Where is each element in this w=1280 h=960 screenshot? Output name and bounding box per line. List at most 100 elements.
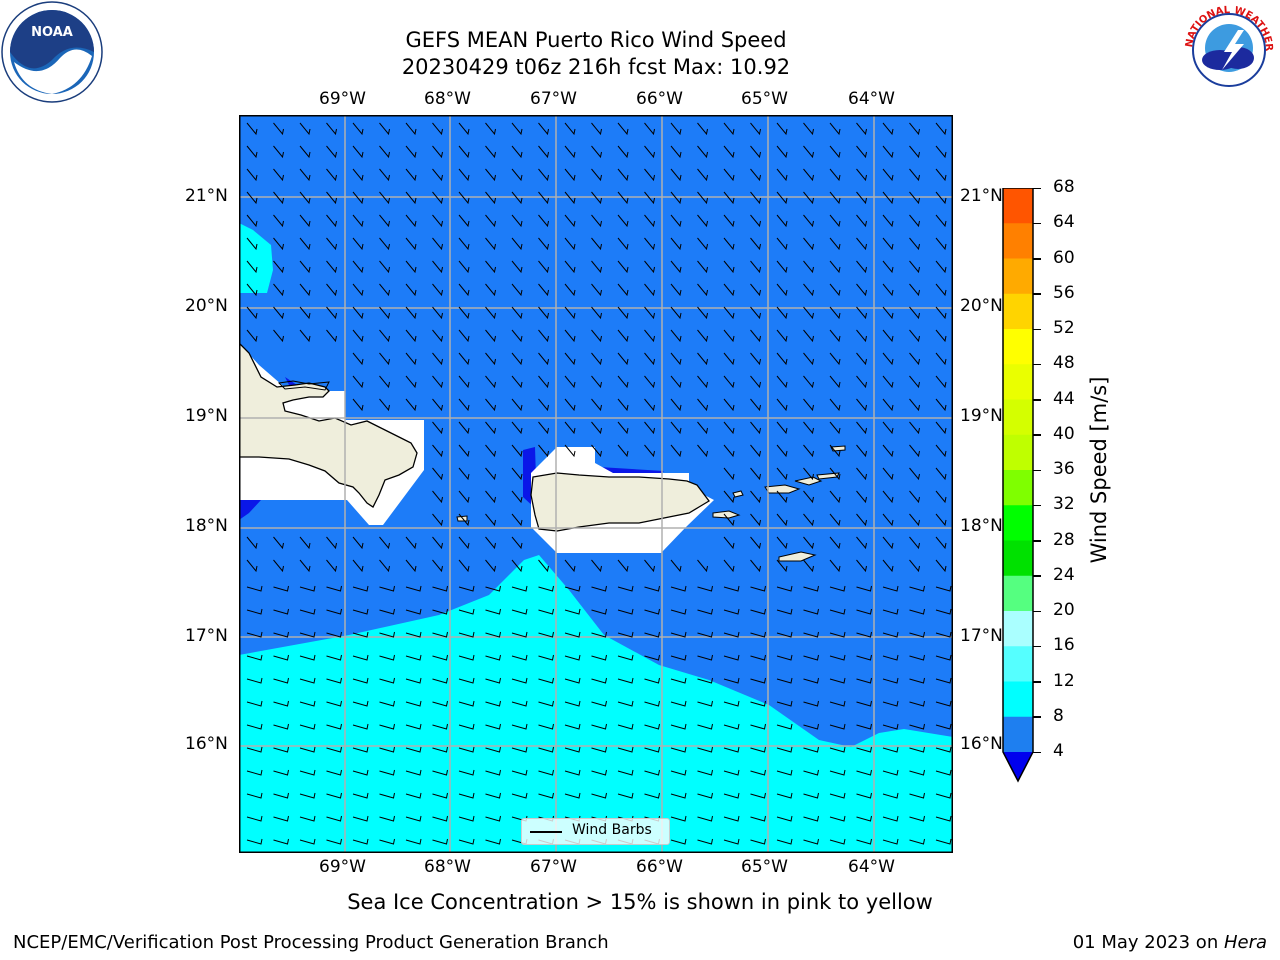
- wind-barb-icon: [352, 769, 369, 776]
- wind-barb-icon: [564, 214, 576, 228]
- wind-barb-icon: [432, 283, 443, 297]
- colorbar-tick-mark: [1033, 293, 1041, 295]
- wind-barb-icon: [750, 815, 766, 822]
- wind-barb-icon: [750, 260, 761, 274]
- wind-barb-icon: [644, 421, 655, 435]
- wind-barb-icon: [935, 398, 947, 412]
- wind-barb-icon: [803, 122, 814, 136]
- wind-barb-icon: [405, 838, 422, 845]
- wind-barb-icon: [723, 375, 735, 389]
- wind-barb-icon: [564, 746, 581, 753]
- colorbar-tick-label: 44: [1053, 388, 1075, 409]
- wind-barb-icon: [485, 375, 496, 389]
- wind-barb-icon: [379, 631, 395, 638]
- wind-barb-icon: [299, 838, 316, 845]
- wind-barb-icon: [458, 237, 470, 251]
- wind-barb-icon: [856, 283, 867, 297]
- wind-barb-icon: [909, 585, 925, 592]
- wind-barb-icon: [644, 191, 655, 205]
- wind-barb-icon: [564, 585, 581, 592]
- wind-barb-icon: [935, 792, 952, 799]
- wind-barb-icon: [299, 237, 311, 251]
- wind-barb-icon: [803, 746, 819, 753]
- wind-barb-icon: [670, 631, 687, 638]
- wind-barb-icon: [326, 214, 337, 228]
- wind-barb-icon: [776, 260, 788, 274]
- wind-barb-icon: [458, 746, 475, 753]
- wind-barb-icon: [803, 585, 819, 592]
- colorbar-tick-mark: [1033, 363, 1041, 366]
- wind-barb-icon: [882, 444, 894, 458]
- wind-barb-icon: [856, 214, 867, 228]
- wind-barb-icon: [909, 237, 920, 251]
- wind-barb-icon: [246, 723, 263, 730]
- wind-barb-icon: [803, 700, 819, 707]
- wind-barb-icon: [644, 375, 655, 389]
- colorbar-band: [1003, 399, 1033, 436]
- wind-barb-icon: [273, 769, 289, 776]
- wind-barb-icon: [882, 191, 894, 205]
- wind-barb-icon: [829, 283, 841, 297]
- wind-barb-icon: [697, 631, 713, 638]
- lon-label-bottom: 64°W: [848, 857, 895, 877]
- colorbar-tick-mark: [1033, 575, 1041, 577]
- wind-barb-icon: [803, 792, 819, 799]
- wind-barb-icon: [909, 145, 920, 159]
- wind-barb-icon: [909, 513, 920, 527]
- wind-barb-icon: [909, 214, 920, 228]
- wind-barb-icon: [511, 214, 523, 228]
- wind-barb-icon: [273, 815, 289, 822]
- wind-barb-icon: [379, 329, 390, 343]
- wind-barb-icon: [935, 815, 952, 822]
- wind-barb-icon: [750, 145, 761, 159]
- wind-barb-icon: [432, 608, 448, 615]
- wind-barb-icon: [723, 467, 735, 481]
- wind-barb-icon: [750, 237, 761, 251]
- wind-speed-map: [239, 115, 953, 853]
- wind-barb-icon: [511, 700, 528, 707]
- wind-barb-icon: [882, 608, 899, 615]
- wind-barb-icon: [591, 631, 607, 638]
- wind-barb-icon: [909, 700, 925, 707]
- wind-barb-icon: [829, 585, 846, 592]
- colorbar: [1002, 188, 1034, 783]
- wind-barb-icon: [538, 168, 549, 182]
- wind-barb-icon: [591, 746, 607, 753]
- wind-barb-icon: [723, 815, 740, 822]
- wind-barb-icon: [882, 746, 899, 753]
- wind-barb-icon: [776, 677, 793, 684]
- wind-barb-icon: [458, 654, 475, 661]
- wind-barb-icon: [829, 122, 841, 136]
- wind-barbs: [246, 122, 952, 845]
- wind-barb-icon: [803, 838, 819, 845]
- wind-barb-icon: [697, 559, 708, 573]
- wind-barb-icon: [299, 723, 316, 730]
- wind-barb-icon: [803, 421, 814, 435]
- wind-barb-icon: [538, 398, 549, 412]
- land-puerto-rico: [530, 472, 710, 532]
- wind-barb-icon: [644, 559, 655, 573]
- wind-barb-icon: [856, 306, 867, 320]
- wind-barb-icon: [326, 677, 342, 684]
- wind-barb-icon: [352, 536, 364, 550]
- lon-label-bottom: 68°W: [424, 857, 471, 877]
- lat-label-left: 21°N: [185, 186, 228, 206]
- wind-barb-icon: [803, 375, 814, 389]
- wind-barb-icon: [591, 585, 607, 592]
- wind-barb-icon: [803, 723, 819, 730]
- wind-barb-icon: [564, 145, 576, 159]
- colorbar-band: [1003, 364, 1033, 400]
- lon-label-bottom: 66°W: [636, 857, 683, 877]
- wind-barb-icon: [299, 191, 311, 205]
- wind-barb-icon: [750, 677, 766, 684]
- wind-barb-icon: [856, 122, 867, 136]
- wind-barb-icon: [803, 283, 814, 297]
- wind-barb-icon: [246, 631, 263, 638]
- wind-barb-icon: [591, 700, 607, 707]
- wind-barb-icon: [458, 608, 475, 615]
- wind-barb-icon: [299, 746, 316, 753]
- wind-barb-icon: [829, 792, 846, 799]
- wind-barb-icon: [379, 398, 390, 412]
- wind-barb-icon: [273, 838, 289, 845]
- wind-barb-icon: [273, 237, 284, 251]
